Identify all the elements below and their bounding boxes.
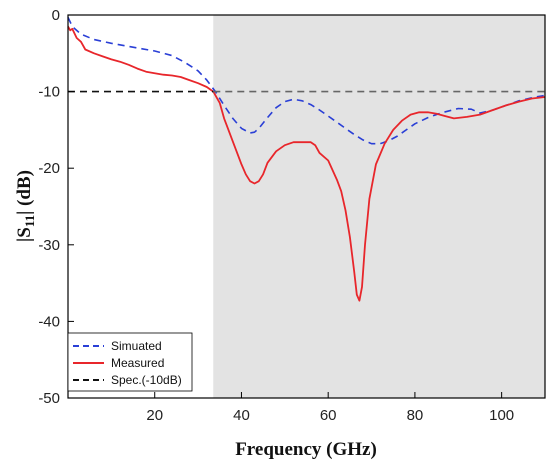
x-tick-label: 80 (407, 407, 424, 424)
x-axis-title: Frequency (GHz) (235, 439, 377, 460)
y-tick-label: -40 (38, 313, 60, 330)
x-tick-label: 40 (233, 407, 250, 424)
y-axis-title-main: |S (14, 227, 35, 242)
y-tick-label: -20 (38, 160, 60, 177)
y-axis-title: |S11| (dB) (14, 170, 37, 242)
y-axis-title-sub: 11 (22, 215, 37, 227)
x-tick-label: 60 (320, 407, 337, 424)
y-axis-title-rest: | (dB) (14, 170, 35, 215)
legend-label-measured: Measured (111, 356, 164, 370)
legend-label-simulated: Simuated (111, 339, 162, 353)
x-tick-label: 100 (489, 407, 514, 424)
shaded-band (213, 15, 545, 398)
legend-label-spec: Spec.(-10dB) (111, 373, 182, 387)
legend: Simuated Measured Spec.(-10dB) (67, 332, 193, 392)
y-tick-label: -10 (38, 84, 60, 101)
series-layer (67, 16, 546, 302)
series-line-1 (67, 26, 546, 302)
y-tick-label: 0 (52, 7, 60, 24)
series-line-0 (67, 16, 546, 145)
plot-frame (67, 14, 546, 399)
y-tick-label: -50 (38, 390, 60, 407)
x-tick-label: 20 (146, 407, 163, 424)
y-tick-label: -30 (38, 237, 60, 254)
ticks-layer: 20 40 60 80 100 0 -10 -20 -30 -40 -50 (38, 7, 514, 424)
